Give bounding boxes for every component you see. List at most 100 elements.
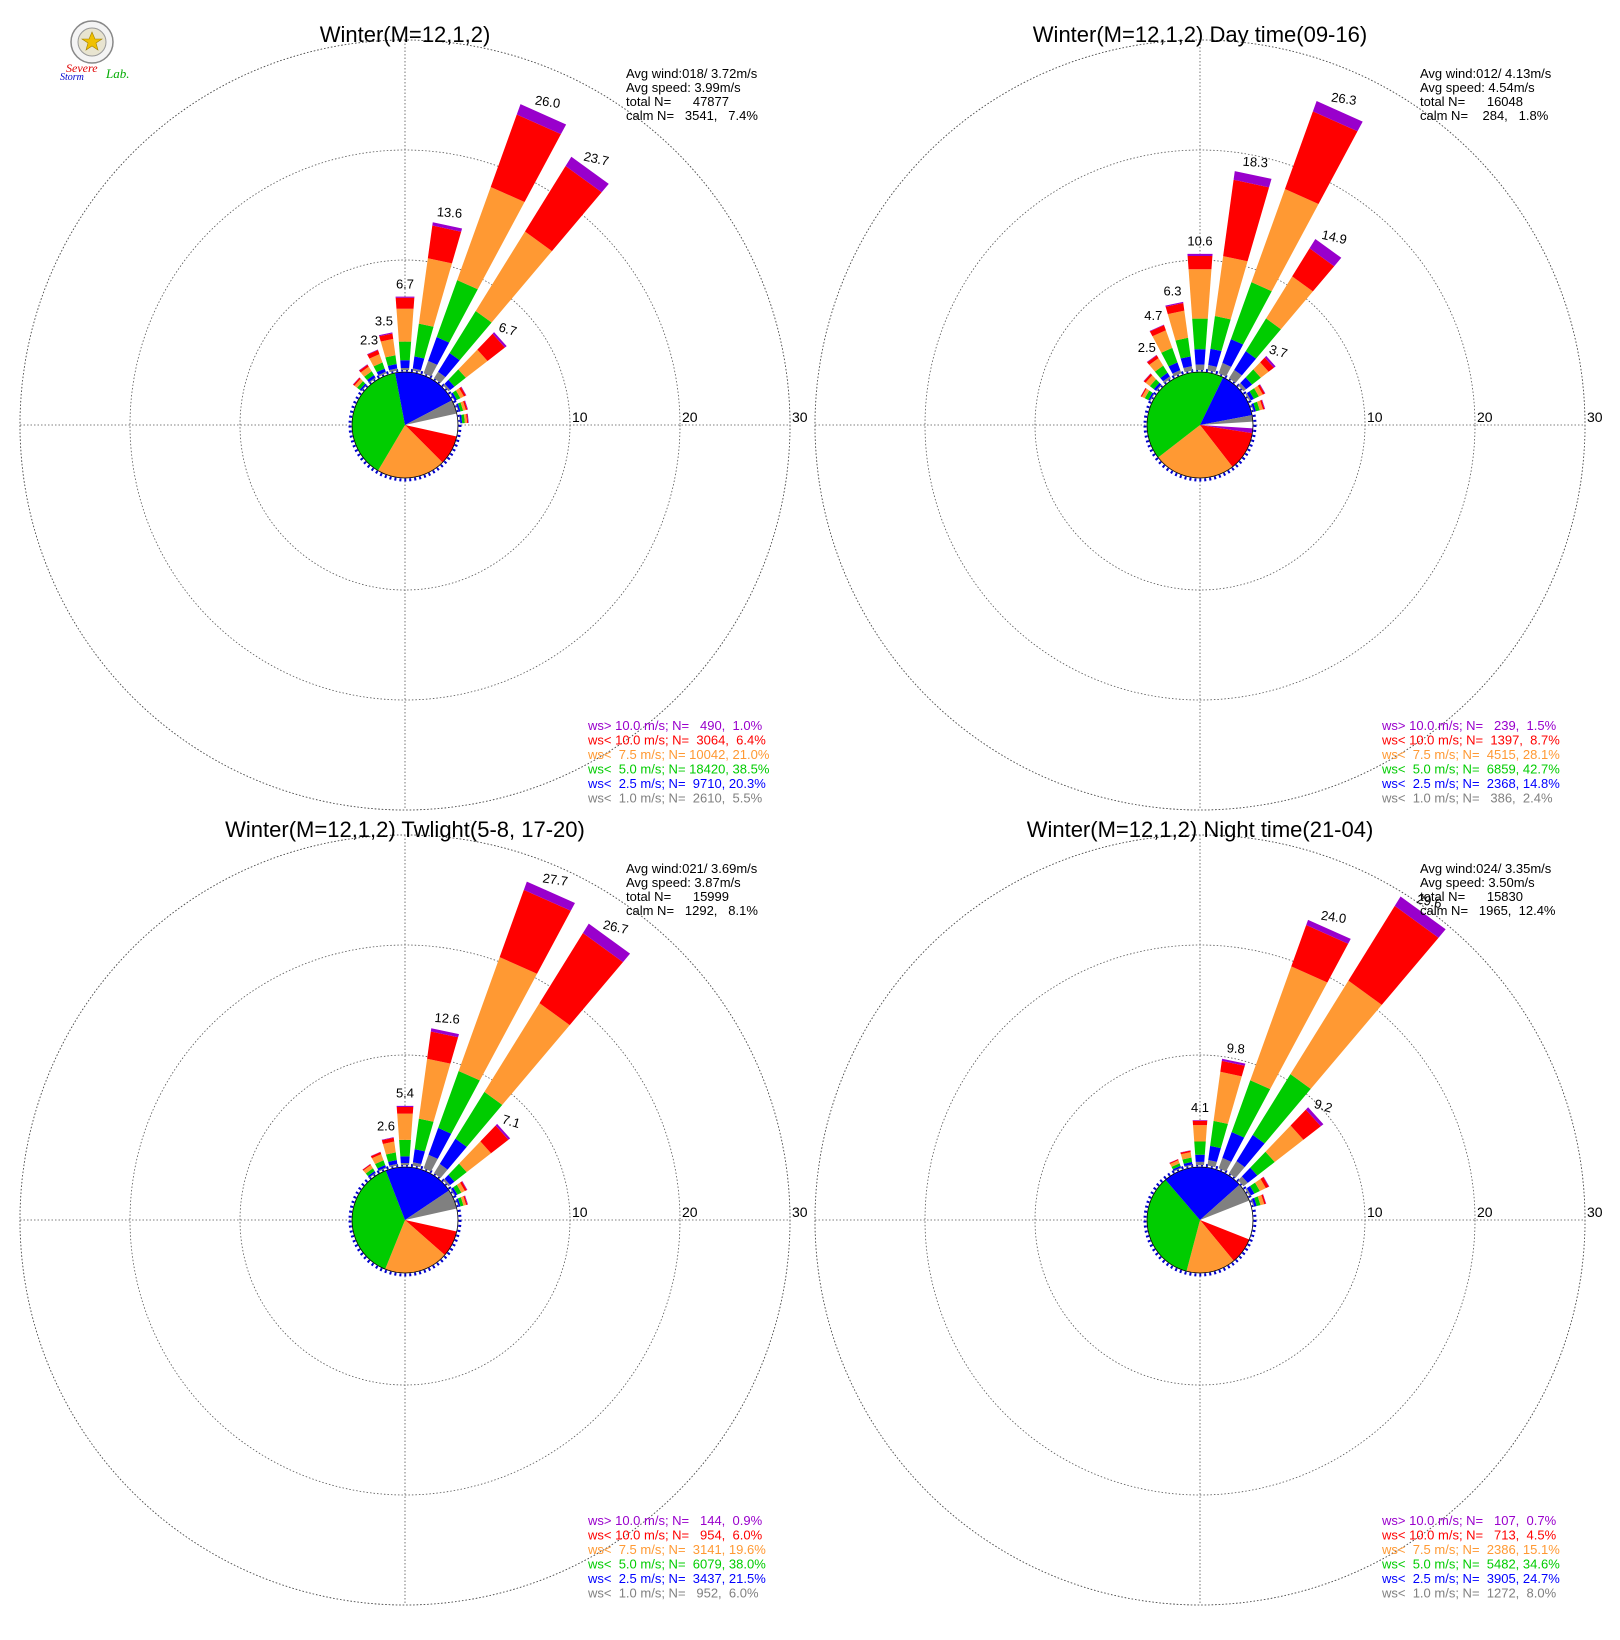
bar-segment-blue (439, 1138, 467, 1170)
stats-line: calm N= 1292, 8.1% (626, 903, 758, 918)
bar-label: 6.7 (497, 319, 519, 339)
bar-segment-green (455, 1091, 503, 1147)
bar-dir-0: 5.4 (396, 1086, 414, 1166)
bar-segment-gray (1238, 1176, 1248, 1187)
bar-label: 27.7 (542, 870, 569, 889)
bar-segment-blue (1172, 1165, 1182, 1171)
bar-segment-orange (1149, 358, 1164, 372)
bar-segment-blue (412, 356, 425, 371)
legend-entry-red: ws< 10.0 m/s; N= 3064, 6.4% (587, 733, 766, 748)
bar-label: 24.0 (1320, 908, 1347, 927)
legend-entry-blue: ws< 2.5 m/s; N= 3905, 24.7% (1381, 1571, 1560, 1586)
bar-segment-purple (1233, 171, 1272, 188)
bar-segment-orange (1254, 385, 1263, 397)
bar-segment-red (1223, 179, 1270, 262)
bar-segment-green (1194, 1141, 1206, 1155)
bar-dir-24: 26.0 (423, 92, 567, 377)
chart-title: Winter(M=12,1,2) Twlight(5-8, 17-20) (225, 817, 585, 842)
bar-segment-purple (464, 1195, 469, 1205)
calm-pie-slice-orange (378, 425, 443, 479)
bar-segment-orange (1167, 310, 1189, 341)
bar-segment-green (448, 369, 466, 387)
bar-segment-orange (1214, 256, 1248, 320)
ring-label: 30 (1587, 1204, 1603, 1220)
bar-segment-gray (450, 393, 456, 402)
bar-dir-72 (455, 400, 469, 412)
bar-label: 6.3 (1163, 284, 1181, 299)
bar-segment-purple (516, 104, 567, 135)
bar-segment-red (1257, 384, 1265, 395)
logo-star-icon (81, 31, 103, 51)
legend-entry-green: ws< 5.0 m/s; N= 6859, 42.7% (1381, 762, 1560, 777)
bar-segment-green (1254, 1196, 1261, 1207)
bar-segment-red (353, 377, 361, 386)
bar-segment-purple (1264, 355, 1276, 368)
bar-label: 26.7 (602, 917, 630, 937)
bar-segment-gray (368, 377, 377, 383)
bar-segment-blue (456, 1198, 461, 1207)
chart-title: Winter(M=12,1,2) (320, 22, 491, 47)
bar-segment-purple (367, 349, 378, 355)
stats-line: calm N= 1965, 12.4% (1420, 903, 1556, 918)
bar-segment-gray (1245, 393, 1251, 402)
wind-rose-panel-3: 10 20 30 27.7 26.7 12.6 7.1 5.4 2.6 Winter(M=12,1… (19, 817, 808, 1606)
bar-segment-gray (1163, 376, 1172, 383)
bar-segment-red (1165, 302, 1185, 315)
bar-segment-blue (412, 1149, 425, 1165)
legend-entry-gray: ws< 1.0 m/s; N= 386, 2.4% (1381, 791, 1553, 806)
bar-segment-green (461, 414, 465, 424)
bar-segment-purple (362, 1163, 371, 1170)
bar-segment-red (427, 1031, 459, 1064)
bar-segment-orange (360, 366, 372, 377)
bar-segment-green (1249, 388, 1259, 399)
bar-segment-blue (1251, 403, 1257, 412)
stats-line: Avg speed: 4.54m/s (1420, 80, 1535, 95)
calm-ring-ticks (1143, 1163, 1257, 1277)
bar-segment-red (490, 114, 561, 203)
bar-segment-blue (377, 1164, 386, 1171)
bar-segment-red (1291, 925, 1349, 983)
calm-pie-slice-gray (405, 400, 457, 425)
bar-segment-green (438, 1070, 480, 1134)
bar-segment-purple (1306, 919, 1351, 944)
bar-segment-blue (1246, 391, 1254, 401)
bar-label: 4.1 (1191, 1100, 1209, 1115)
bar-segment-red (395, 297, 415, 309)
stats-line: Avg speed: 3.99m/s (626, 80, 741, 95)
bar-dir-72 (1250, 399, 1266, 412)
bar-dir-12: 13.6 (412, 204, 463, 373)
bar-segment-orange (354, 378, 363, 388)
bar-segment-blue (1183, 1161, 1193, 1167)
bar-segment-blue (1222, 1132, 1245, 1162)
bar-segment-orange (475, 231, 552, 323)
bar-label: 26.3 (1330, 89, 1357, 108)
bar-segment-green (1250, 1182, 1260, 1194)
bar-segment-purple (1165, 301, 1184, 307)
bar-segment-red (381, 1137, 395, 1144)
ring-label: 20 (1477, 1204, 1493, 1220)
bar-segment-red (1192, 1120, 1208, 1126)
bar-dir-24: 27.7 (423, 870, 575, 1172)
bar-segment-purple (1263, 1176, 1270, 1187)
bar-segment-purple (396, 1105, 414, 1107)
bar-label: 13.6 (436, 204, 462, 221)
legend-entry-purple: ws> 10.0 m/s; N= 239, 1.5% (1381, 718, 1557, 733)
calm-pie-slice-red (1200, 425, 1253, 467)
legend-entry-purple: ws> 10.0 m/s; N= 490, 1.0% (587, 718, 763, 733)
bar-segment-gray (1245, 1188, 1251, 1197)
calm-pie-slice-green (1147, 1179, 1200, 1272)
bar-segment-purple (1262, 1194, 1267, 1204)
legend-entry-gray: ws< 1.0 m/s; N= 952, 6.0% (587, 1586, 759, 1601)
bar-label: 23.7 (582, 149, 610, 169)
bar-segment-red (463, 400, 468, 411)
bar-segment-gray (412, 368, 421, 373)
bar-segment-purple (430, 1028, 460, 1038)
bar-segment-purple (461, 1181, 468, 1191)
bar-segment-gray (1155, 384, 1162, 392)
bar-segment-orange (418, 258, 452, 327)
bar-label: 2.3 (360, 332, 378, 347)
bar-segment-green (364, 371, 374, 381)
bar-dir-312 (352, 377, 367, 392)
bar-segment-blue (1236, 1134, 1265, 1168)
bar-dir-60 (1245, 384, 1266, 402)
